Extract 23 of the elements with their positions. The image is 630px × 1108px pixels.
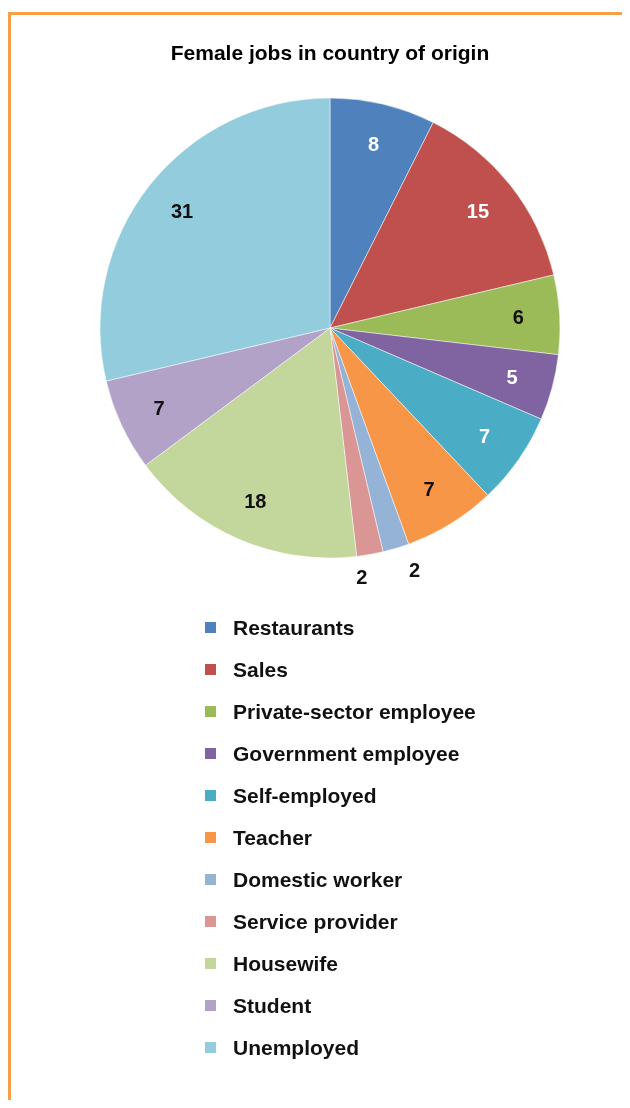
legend-label: Sales xyxy=(233,658,288,682)
data-label: 15 xyxy=(466,200,490,223)
legend-label: Private-sector employee xyxy=(233,700,476,724)
data-label: 7 xyxy=(153,396,165,419)
data-label: 2 xyxy=(409,559,421,582)
legend-label: Domestic worker xyxy=(233,868,403,892)
legend-label: Unemployed xyxy=(233,1036,360,1060)
legend-label: Service provider xyxy=(233,910,398,934)
legend-label: Government employee xyxy=(233,742,460,766)
data-label: 7 xyxy=(478,425,491,448)
legend-label: Self-employed xyxy=(233,784,377,808)
data-label: 8 xyxy=(367,133,380,156)
legend-label: Student xyxy=(233,994,312,1018)
data-label: 6 xyxy=(512,306,524,329)
legend-label: Housewife xyxy=(233,952,339,976)
chart-title: Female jobs in country of origin xyxy=(170,41,490,64)
data-label: 31 xyxy=(170,200,194,223)
data-label: 18 xyxy=(244,490,267,513)
data-label: 5 xyxy=(506,365,518,388)
legend-label: Teacher xyxy=(233,826,312,850)
data-label: 7 xyxy=(423,477,435,500)
data-label: 2 xyxy=(356,566,368,589)
legend-label: Restaurants xyxy=(233,616,355,640)
